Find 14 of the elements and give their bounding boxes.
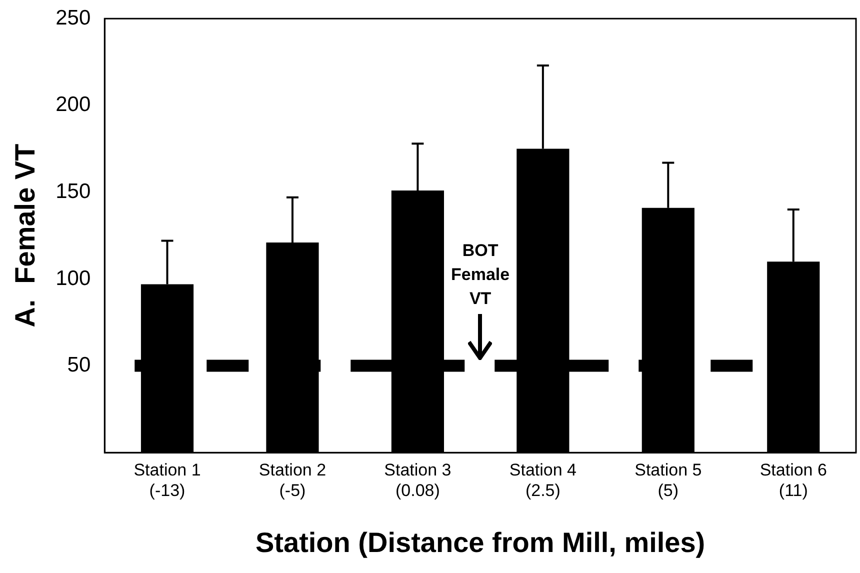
y-axis-title: A. Female VT (10, 144, 41, 328)
y-tick-label: 250 (56, 6, 91, 30)
x-tick-label: Station 5 (5) (634, 460, 702, 500)
y-tick-label: 50 (67, 354, 91, 377)
y-tick-label: 150 (56, 180, 91, 203)
y-tick-label: 100 (56, 266, 91, 290)
x-tick-label: Station 3 (0.08) (384, 460, 452, 500)
x-tick-label: Station 4 (2.5) (509, 460, 576, 500)
x-tick-label: Station 2 (-5) (258, 460, 326, 500)
ref-line-label: BOT Female VT (451, 240, 510, 308)
x-tick-label: Station 1 (-13) (134, 460, 201, 500)
x-axis-title: Station (Distance from Mill, miles) (256, 526, 706, 558)
x-tick-label: Station 6 (11) (760, 460, 827, 500)
y-tick-label: 200 (56, 93, 91, 116)
